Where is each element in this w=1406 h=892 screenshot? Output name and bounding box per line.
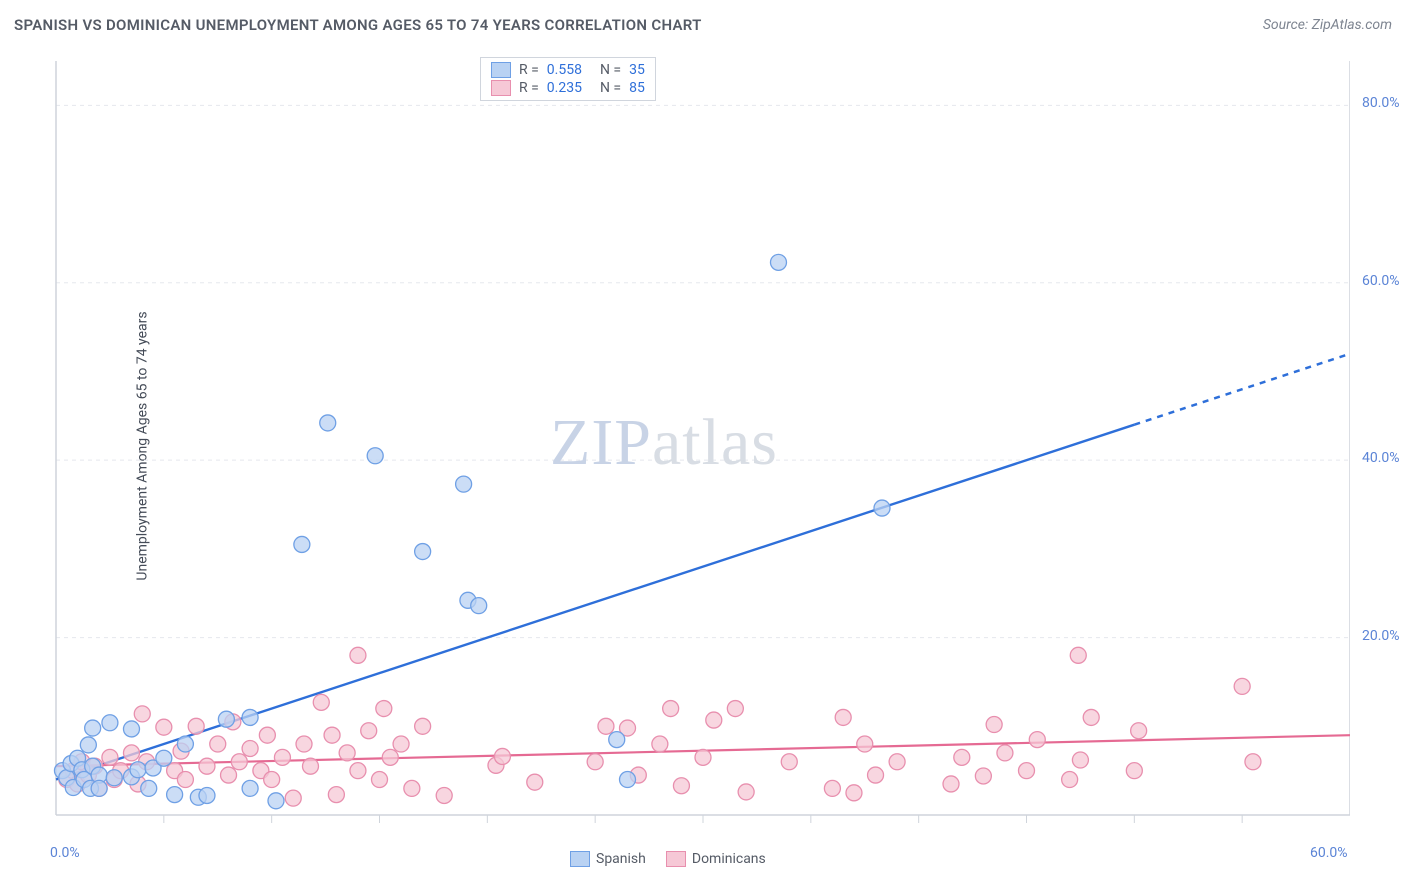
y-tick-label: 80.0% [1362, 95, 1400, 111]
y-tick-label: 60.0% [1362, 273, 1400, 289]
correlation-chart: ZIPatlas R =0.558N =35R =0.235N =85 Span… [50, 55, 1350, 825]
y-tick-label: 20.0% [1362, 628, 1400, 644]
x-tick-label: 0.0% [50, 845, 80, 861]
x-tick-label: 60.0% [1310, 845, 1348, 861]
chart-title: SPANISH VS DOMINICAN UNEMPLOYMENT AMONG … [14, 16, 702, 34]
y-tick-label: 40.0% [1362, 450, 1400, 466]
legend-swatch [570, 851, 590, 867]
series-legend-item: Spanish [570, 851, 646, 867]
chart-svg [50, 55, 1350, 825]
series-legend: Spanish Dominicans [570, 851, 766, 867]
series-legend-item: Dominicans [666, 851, 766, 867]
legend-swatch [666, 851, 686, 867]
source-attribution: Source: ZipAtlas.com [1263, 17, 1392, 33]
